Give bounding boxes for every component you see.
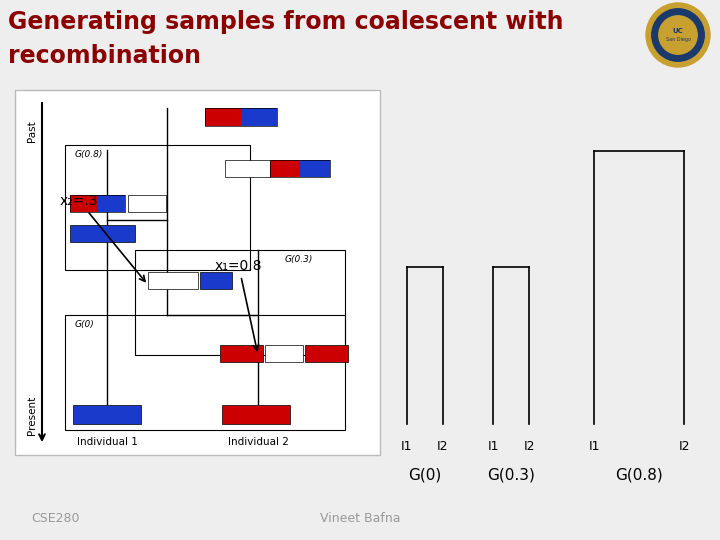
Text: I2: I2 xyxy=(678,440,690,453)
Bar xyxy=(222,405,290,424)
Text: CSE280: CSE280 xyxy=(31,512,79,525)
Text: Generating samples from coalescent with: Generating samples from coalescent with xyxy=(8,10,564,34)
Bar xyxy=(300,160,330,177)
Circle shape xyxy=(646,3,710,67)
Bar xyxy=(70,195,97,212)
Bar xyxy=(135,250,345,355)
Text: San Diego: San Diego xyxy=(665,37,690,43)
Bar xyxy=(73,405,141,424)
Bar xyxy=(241,108,277,126)
Text: G(0): G(0) xyxy=(75,320,95,329)
Text: G(0.8): G(0.8) xyxy=(615,467,663,482)
Bar xyxy=(225,160,270,177)
Bar xyxy=(205,108,277,126)
Text: I1: I1 xyxy=(401,440,413,453)
Bar xyxy=(15,90,380,455)
Text: G(0.3): G(0.3) xyxy=(487,467,535,482)
Text: G(0.8): G(0.8) xyxy=(75,150,104,159)
Bar xyxy=(270,160,330,177)
Bar xyxy=(97,195,125,212)
Bar xyxy=(200,272,232,289)
Bar xyxy=(70,225,135,242)
Bar xyxy=(128,195,166,212)
Text: x₂=.3: x₂=.3 xyxy=(60,194,145,281)
Bar xyxy=(65,145,250,270)
Bar xyxy=(265,345,303,362)
Text: recombination: recombination xyxy=(8,44,201,68)
Text: Individual 1: Individual 1 xyxy=(76,437,138,447)
Text: Present: Present xyxy=(27,396,37,435)
Text: Individual 2: Individual 2 xyxy=(228,437,289,447)
Text: I2: I2 xyxy=(437,440,449,453)
Text: Vineet Bafna: Vineet Bafna xyxy=(320,512,400,525)
Text: x₁=0.8: x₁=0.8 xyxy=(215,259,263,350)
Text: I1: I1 xyxy=(487,440,499,453)
Bar xyxy=(220,345,263,362)
Text: G(0): G(0) xyxy=(408,467,441,482)
Text: I2: I2 xyxy=(523,440,535,453)
Text: UC: UC xyxy=(672,28,683,34)
Bar xyxy=(305,345,348,362)
Bar xyxy=(65,315,345,430)
Text: I1: I1 xyxy=(588,440,600,453)
Circle shape xyxy=(652,9,704,61)
Text: G(0.3): G(0.3) xyxy=(285,255,313,264)
Bar xyxy=(70,195,125,212)
Circle shape xyxy=(659,16,697,54)
Bar xyxy=(270,160,300,177)
Bar xyxy=(148,272,198,289)
Text: Past: Past xyxy=(27,120,37,141)
Bar xyxy=(205,108,241,126)
